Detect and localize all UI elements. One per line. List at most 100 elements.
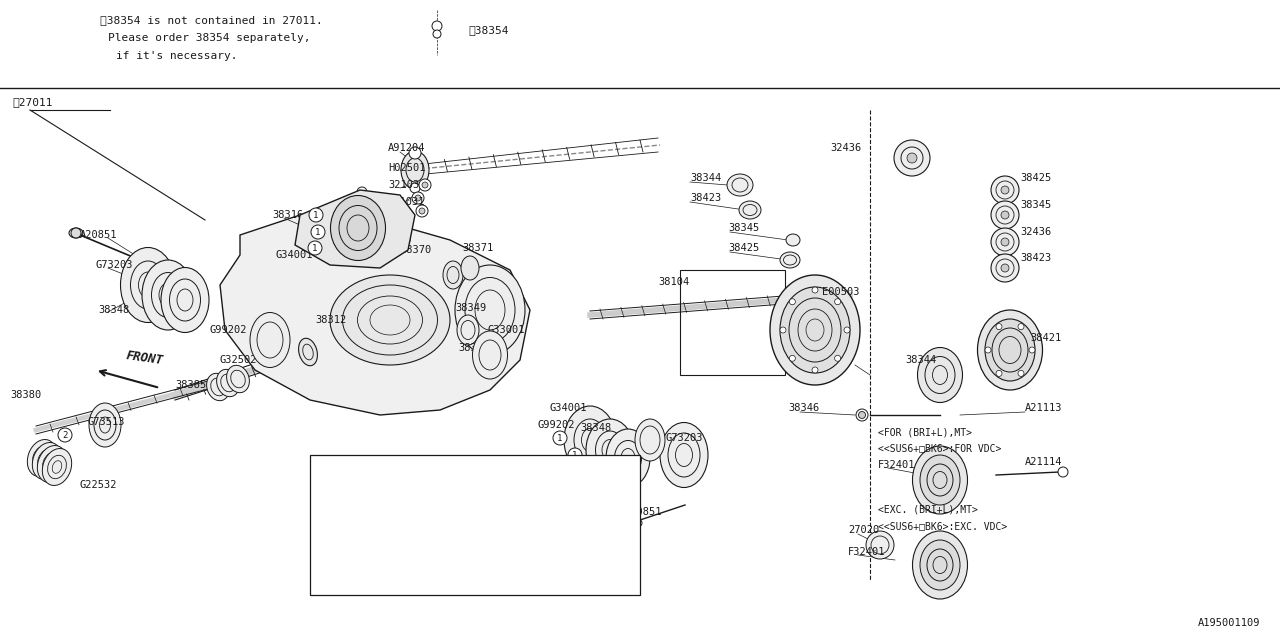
Circle shape — [991, 176, 1019, 204]
Ellipse shape — [227, 365, 250, 393]
Text: <<SUS6+□BK6>:EXC. VDC>: <<SUS6+□BK6>:EXC. VDC> — [878, 521, 1007, 531]
Text: 38423: 38423 — [1020, 253, 1051, 263]
Text: 38345: 38345 — [728, 223, 759, 233]
Text: 27020: 27020 — [849, 525, 879, 535]
Text: E00503: E00503 — [822, 287, 859, 297]
Text: F32401: F32401 — [878, 460, 915, 470]
Text: 1: 1 — [324, 465, 329, 474]
Ellipse shape — [454, 265, 525, 355]
Circle shape — [553, 431, 567, 445]
Text: 38349: 38349 — [454, 303, 486, 313]
Ellipse shape — [69, 228, 83, 238]
Ellipse shape — [859, 412, 865, 419]
Circle shape — [399, 235, 410, 245]
Polygon shape — [294, 190, 415, 268]
Circle shape — [790, 299, 795, 305]
Text: G73203: G73203 — [95, 260, 133, 270]
Text: A21114: A21114 — [1025, 457, 1062, 467]
Text: H02501: H02501 — [388, 163, 425, 173]
Text: ‸38354 is not contained in 27011.: ‸38354 is not contained in 27011. — [100, 15, 323, 25]
Text: if it's necessary.: if it's necessary. — [116, 51, 238, 61]
Text: <FOR (BRI+L),MT>: <FOR (BRI+L),MT> — [404, 492, 498, 502]
Ellipse shape — [564, 406, 616, 474]
Text: G73513: G73513 — [88, 417, 125, 427]
Text: 38385: 38385 — [175, 380, 206, 390]
Ellipse shape — [913, 531, 968, 599]
Text: G33001: G33001 — [488, 325, 526, 335]
Ellipse shape — [42, 449, 72, 486]
Ellipse shape — [120, 248, 175, 323]
Circle shape — [416, 205, 428, 217]
Circle shape — [1029, 347, 1036, 353]
Ellipse shape — [978, 310, 1042, 390]
Text: 38312: 38312 — [315, 315, 347, 325]
Circle shape — [991, 254, 1019, 282]
Text: 38347: 38347 — [348, 464, 379, 474]
Ellipse shape — [918, 348, 963, 403]
Text: 38361: 38361 — [458, 343, 489, 353]
Circle shape — [415, 195, 421, 201]
Text: G99202: G99202 — [538, 420, 576, 430]
Circle shape — [433, 30, 442, 38]
Ellipse shape — [443, 261, 463, 289]
Circle shape — [410, 147, 421, 159]
Text: A195001109: A195001109 — [1198, 618, 1260, 628]
Text: <<SUS6+□BK6>:FOR VDC>: <<SUS6+□BK6>:FOR VDC> — [878, 443, 1001, 453]
Text: 38425: 38425 — [728, 243, 759, 253]
Ellipse shape — [32, 442, 61, 479]
Text: 38348: 38348 — [580, 423, 612, 433]
Ellipse shape — [330, 195, 385, 260]
Text: <EXC. (BRI+L),MT>: <EXC. (BRI+L),MT> — [404, 548, 504, 558]
Circle shape — [58, 428, 72, 442]
Text: ‸38354: ‸38354 — [468, 25, 508, 35]
Text: F32401: F32401 — [849, 547, 886, 557]
Ellipse shape — [586, 419, 634, 481]
Circle shape — [319, 462, 333, 476]
Ellipse shape — [37, 445, 67, 483]
Circle shape — [986, 347, 991, 353]
Circle shape — [908, 153, 916, 163]
Text: 1: 1 — [572, 451, 577, 460]
Text: <EXC. (BRI+L),MT>: <EXC. (BRI+L),MT> — [878, 505, 978, 515]
Circle shape — [419, 179, 431, 191]
Ellipse shape — [771, 275, 860, 385]
Ellipse shape — [727, 174, 753, 196]
Text: G34001: G34001 — [275, 250, 312, 260]
Text: A21113: A21113 — [1025, 403, 1062, 413]
Ellipse shape — [780, 287, 850, 373]
Text: 38316: 38316 — [273, 210, 303, 220]
Ellipse shape — [739, 201, 762, 219]
Text: <FOR (BRI+L),MT>: <FOR (BRI+L),MT> — [878, 427, 972, 437]
Circle shape — [812, 287, 818, 293]
Circle shape — [996, 371, 1002, 376]
Circle shape — [311, 225, 325, 239]
Circle shape — [419, 208, 425, 214]
Text: 2: 2 — [63, 431, 68, 440]
Text: G34001: G34001 — [550, 403, 588, 413]
Ellipse shape — [913, 446, 968, 514]
Bar — [310, 455, 640, 595]
Text: A20851: A20851 — [79, 230, 118, 240]
Text: 32103: 32103 — [388, 180, 420, 190]
Circle shape — [319, 518, 333, 532]
Ellipse shape — [142, 260, 195, 330]
Text: 38344: 38344 — [905, 355, 936, 365]
Text: 38348: 38348 — [99, 305, 129, 315]
Circle shape — [835, 299, 841, 305]
Circle shape — [996, 324, 1002, 330]
Circle shape — [308, 241, 323, 255]
Ellipse shape — [90, 403, 122, 447]
Ellipse shape — [786, 234, 800, 246]
Circle shape — [1001, 211, 1009, 219]
Text: 38370: 38370 — [399, 245, 431, 255]
Ellipse shape — [216, 369, 239, 397]
Circle shape — [835, 355, 841, 362]
Text: A20851: A20851 — [625, 507, 663, 517]
Ellipse shape — [660, 422, 708, 488]
Circle shape — [893, 140, 931, 176]
Circle shape — [422, 182, 428, 188]
Text: ‸27011: ‸27011 — [12, 97, 52, 107]
Text: 38359: 38359 — [348, 492, 379, 502]
Circle shape — [1018, 324, 1024, 330]
Text: G99202: G99202 — [210, 325, 247, 335]
